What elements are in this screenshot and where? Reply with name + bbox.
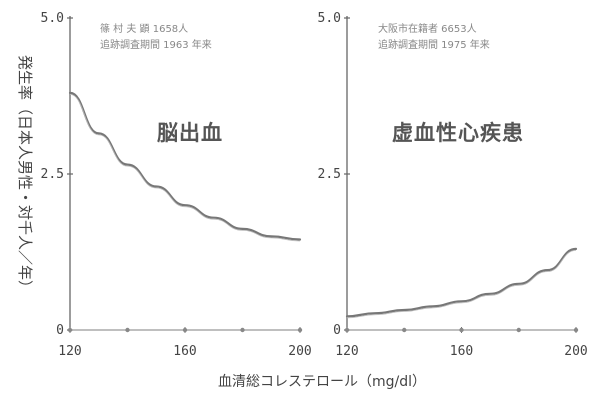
y-tick-label: 0: [56, 323, 64, 338]
baseline-point: [345, 328, 349, 332]
x-tick-label: 120: [335, 344, 358, 359]
x-tick-label: 120: [58, 344, 81, 359]
x-tick-label: 160: [173, 344, 196, 359]
y-tick-label: 2.5: [41, 167, 64, 182]
panel-note: 大阪市在籍者 6653人: [378, 22, 477, 35]
baseline-point: [68, 328, 72, 332]
series-line-shadow: [70, 94, 300, 241]
x-tick-label: 200: [288, 344, 311, 359]
series-line: [347, 249, 576, 316]
panel-title: 脳出血: [157, 121, 223, 145]
x-tick-label: 160: [450, 344, 473, 359]
baseline-point: [240, 328, 244, 332]
baseline-point: [459, 328, 463, 332]
baseline-point: [298, 328, 302, 332]
shared-y-label: 発生率（日本人男性・対千人／年）: [16, 55, 34, 295]
y-tick-label: 5.0: [318, 11, 341, 26]
y-tick-label: 5.0: [41, 11, 64, 26]
baseline-point: [125, 328, 129, 332]
baseline-point: [517, 328, 521, 332]
panel-note: 追跡調査期間 1975 年来: [378, 38, 490, 51]
panel-note: 篠 村 夫 顕 1658人: [100, 22, 188, 35]
y-tick-label: 2.5: [318, 167, 341, 182]
x-tick-label: 200: [564, 344, 587, 359]
series-line-shadow: [347, 250, 576, 317]
baseline-point: [183, 328, 187, 332]
baseline-point: [402, 328, 406, 332]
baseline-point: [574, 328, 578, 332]
y-tick-label: 0: [333, 323, 341, 338]
series-line: [70, 93, 300, 240]
panel-title: 虚血性心疾患: [392, 121, 524, 145]
panel-note: 追跡調査期間 1963 年来: [100, 38, 212, 51]
shared-x-label: 血清総コレステロール（mg/dl）: [218, 374, 426, 390]
